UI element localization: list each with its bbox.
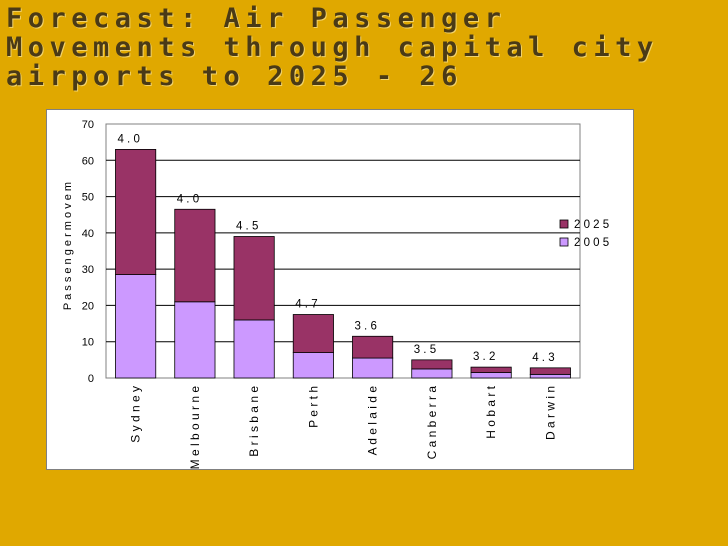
slide-title: Forecast: Air Passenger Movements throug… [6,3,681,92]
legend-label-2005: 2 0 0 5 [574,237,609,249]
y-tick-label: 50 [82,192,94,204]
legend-label-2025: 2 0 2 5 [574,219,609,231]
bar-2005-adelaide [352,357,394,379]
y-axis-label: P a s s e n g e r m o v e m [62,182,74,310]
category-label: M e l b o u r n e [188,386,202,469]
bar-2005-canberra [411,368,453,379]
y-tick-label: 60 [82,155,94,167]
data-label: 4 . 3 [532,352,554,364]
bar-2025-canberra [411,359,453,370]
y-tick-label: 20 [82,300,94,312]
bar-2005-sydney [115,274,157,379]
data-label: 4 . 5 [236,220,258,232]
data-label: 3 . 2 [473,351,495,363]
bar-2005-hobart [470,372,512,379]
bar-2005-perth [292,352,334,379]
chart-panel: 0 10 20 30 40 50 60 70 P a s s e n g e r m o v e… [46,109,634,470]
data-label: 4 . 0 [177,193,199,205]
bar-2025-perth [292,314,334,353]
legend-swatch-2005 [559,237,569,247]
y-tick-label: 0 [88,373,94,385]
data-label: 3 . 6 [354,320,376,332]
category-label: A d e l a i d e [366,386,380,456]
chart: 0 10 20 30 40 50 60 70 P a s s e n g e r m o v e… [62,119,609,469]
category-label: H o b a r t [484,385,498,438]
legend-swatch-2025 [559,219,569,229]
category-label: C a n b e r r a [425,386,439,460]
category-label: D a r w i n [543,386,557,440]
data-label: 4 . 7 [295,299,317,311]
bar-2025-adelaide [352,335,394,359]
y-tick-label: 10 [82,337,94,349]
category-label: B r i s b a n e [247,386,261,457]
bar-2005-darwin [529,373,571,379]
data-label: 3 . 5 [414,344,436,356]
bar-2025-hobart [470,366,512,373]
y-tick-label: 30 [82,264,94,276]
bar-2005-melbourne [174,301,216,379]
data-label: 4 . 0 [117,133,139,145]
category-label: S y d n e y [129,386,143,443]
bar-2025-melbourne [174,208,216,303]
category-label: P e r t h [306,386,320,428]
y-tick-label: 70 [82,119,94,131]
bar-2025-sydney [115,149,157,275]
bar-2025-brisbane [233,236,275,321]
bar-2005-brisbane [233,319,275,379]
bar-2025-darwin [529,367,571,375]
y-tick-label: 40 [82,228,94,240]
